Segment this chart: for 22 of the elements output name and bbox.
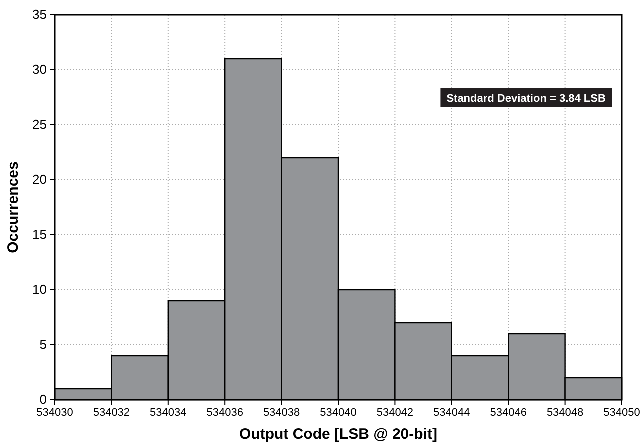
x-tick-label: 534048 <box>546 406 584 419</box>
y-tick-label: 25 <box>32 117 47 132</box>
x-tick-label: 534036 <box>206 406 244 419</box>
y-tick-label: 5 <box>40 337 47 352</box>
x-tick-label: 534034 <box>150 406 187 419</box>
x-axis-title: Output Code [LSB @ 20-bit] <box>240 426 438 443</box>
y-tick-label: 15 <box>32 227 47 242</box>
x-tick-label: 534042 <box>376 406 414 419</box>
y-tick-label: 0 <box>40 392 47 408</box>
x-tick-label: 534046 <box>490 406 527 419</box>
annotation: Standard Deviation = 3.84 LSB <box>446 93 606 105</box>
x-tick-label: 534044 <box>434 406 470 419</box>
y-tick-label: 35 <box>32 7 47 22</box>
y-tick-label: 20 <box>32 172 47 188</box>
y-tick-label: 10 <box>32 282 47 298</box>
x-tick-label: 534032 <box>93 406 130 419</box>
y-axis-title: Occurrences <box>5 162 22 254</box>
y-tick-label: 30 <box>32 62 47 78</box>
x-tick-label: 534038 <box>263 406 300 419</box>
x-tick-label: 534050 <box>604 406 640 419</box>
x-tick-label: 534030 <box>36 406 74 419</box>
x-tick-label: 534040 <box>320 406 357 419</box>
